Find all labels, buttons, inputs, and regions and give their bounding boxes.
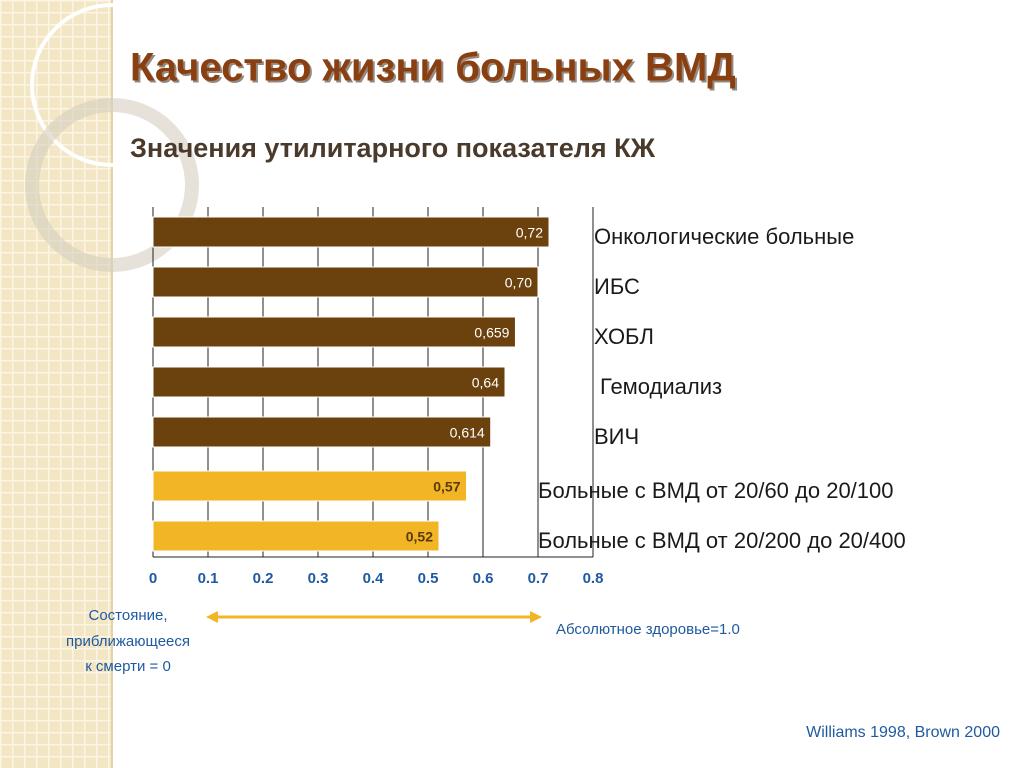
value-label: 0,72 <box>516 225 543 241</box>
bar <box>152 266 539 298</box>
x-tick-label: 0.1 <box>198 570 219 587</box>
x-tick-label: 0.3 <box>308 570 329 587</box>
category-label: ИБС <box>594 274 640 299</box>
x-tick-label: 0.8 <box>583 570 604 587</box>
value-label: 0,659 <box>474 325 509 341</box>
bar <box>152 416 492 448</box>
bar <box>152 366 506 398</box>
source: Williams 1998, Brown 2000 <box>806 724 1000 741</box>
category-label: Больные с ВМД от 20/60 до 20/100 <box>538 478 894 503</box>
bar <box>152 316 516 348</box>
bar <box>152 520 440 552</box>
x-tick-label: 0.2 <box>253 570 274 587</box>
category-label: Больные с ВМД от 20/200 до 20/400 <box>538 528 906 553</box>
x-tick-label: 0.7 <box>528 570 549 587</box>
value-label: 0,70 <box>505 275 532 291</box>
deco-circle <box>25 98 199 272</box>
annotation-left: приближающееся <box>66 633 190 650</box>
value-label: 0,614 <box>450 425 485 441</box>
deco-circle <box>30 3 194 167</box>
category-label: ХОБЛ <box>594 324 654 349</box>
side-strip <box>0 0 112 768</box>
category-label: ВИЧ <box>594 424 639 449</box>
category-label: Гемодиализ <box>600 374 722 399</box>
bar <box>152 470 467 502</box>
x-tick-label: 0.4 <box>363 570 385 587</box>
x-tick-label: 0 <box>149 570 157 587</box>
chart-subtitle: Значения утилитарного показателя КЖ <box>130 133 656 163</box>
annotation-right: Абсолютное здоровье=1.0 <box>556 621 740 638</box>
value-label: 0,64 <box>472 375 499 391</box>
chart-title: Качество жизни больных ВМД <box>130 46 736 90</box>
annotation-left: Состояние, <box>88 607 167 624</box>
title-shadow: Качество жизни больных ВМД <box>132 48 738 92</box>
value-label: 0,57 <box>433 479 460 495</box>
x-tick-label: 0.6 <box>473 570 494 587</box>
bar <box>152 216 550 248</box>
annotation-left: к смерти = 0 <box>85 658 171 675</box>
value-label: 0,52 <box>406 529 433 545</box>
category-label: Онкологические больные <box>594 224 854 249</box>
x-tick-label: 0.5 <box>418 570 439 587</box>
